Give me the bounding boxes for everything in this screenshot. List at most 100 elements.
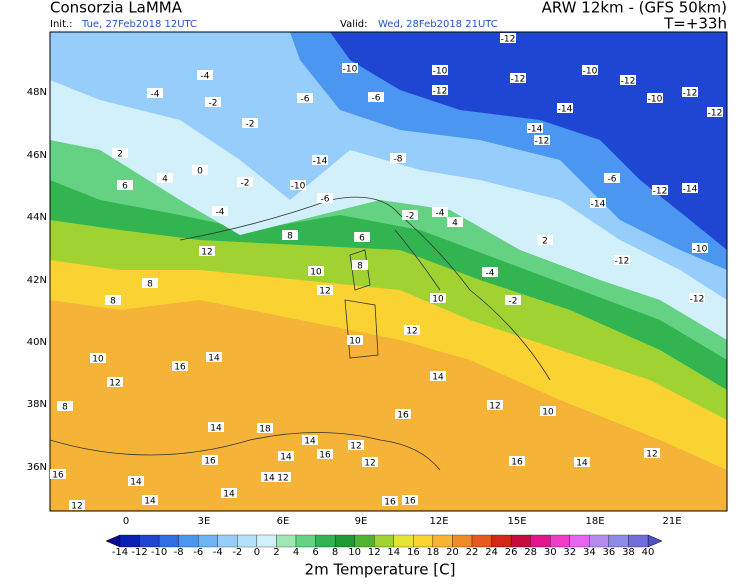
temperature-label: 8 — [147, 280, 153, 290]
temperature-label: 14 — [144, 497, 156, 507]
label-box — [202, 455, 218, 465]
label-box — [205, 97, 221, 107]
label-box — [540, 406, 556, 416]
colorbar-tick-label: -10 — [151, 547, 167, 558]
temperature-label: 12 — [71, 502, 82, 512]
label-box — [500, 33, 516, 43]
temperature-field — [50, 32, 727, 511]
temperature-label: -10 — [693, 245, 708, 255]
temperature-label: 14 — [576, 459, 588, 469]
colorbar-box — [550, 534, 570, 548]
temperature-label: -12 — [433, 87, 448, 97]
label-box — [432, 207, 448, 217]
label-box — [620, 75, 636, 85]
temperature-label: -2 — [509, 297, 518, 307]
temperature-label: 16 — [52, 471, 64, 481]
label-box — [147, 88, 163, 98]
temperature-label: -10 — [343, 65, 358, 75]
colorbar-tick-label: -6 — [193, 547, 203, 558]
label-box — [69, 500, 85, 510]
temperature-label: -10 — [648, 95, 663, 105]
colorbar-tick-label: 8 — [332, 547, 338, 558]
label-box — [275, 472, 291, 482]
label-box — [112, 148, 128, 158]
label-box — [278, 451, 294, 461]
temperature-label: 14 — [208, 354, 220, 364]
temperature-label: 10 — [432, 295, 444, 305]
temperature-label: 0 — [197, 167, 203, 177]
label-box — [317, 193, 333, 203]
temperature-label: 16 — [174, 363, 186, 373]
init-time: Tue, 27Feb2018 12UTC — [81, 19, 197, 30]
colorbar-tick-label: 24 — [485, 547, 498, 558]
temperature-label: -4 — [486, 269, 495, 279]
colorbar-box — [530, 534, 551, 548]
temperature-label: 12 — [350, 442, 361, 452]
lead-time: T=+33h — [663, 15, 727, 33]
colorbar-box — [589, 534, 610, 548]
label-box — [308, 266, 324, 276]
colorbar-box — [608, 534, 629, 548]
label-box — [257, 423, 273, 433]
colorbar-box — [471, 534, 492, 548]
label-box — [290, 180, 306, 190]
label-box — [430, 371, 446, 381]
colorbar-tick-label: 6 — [312, 547, 318, 558]
colorbar-tick-label: 26 — [505, 547, 518, 558]
label-box — [142, 495, 158, 505]
label-box — [206, 352, 222, 362]
temperature-label: 14 — [223, 490, 235, 500]
temperature-label: -12 — [535, 137, 550, 147]
label-box — [117, 180, 133, 190]
map-frame — [49, 31, 728, 512]
lon-label: 6E — [277, 516, 290, 527]
colorbar-tick-label: 2 — [273, 547, 279, 558]
label-box — [430, 293, 446, 303]
temperature-label: 12 — [406, 327, 417, 337]
label-box — [402, 210, 418, 220]
temperature-label: -14 — [683, 185, 698, 195]
colorbar-tick-label: 18 — [427, 547, 440, 558]
label-box — [432, 85, 448, 95]
colorbar-under — [105, 534, 121, 548]
temperature-label: 12 — [109, 379, 120, 389]
temperature-label: 12 — [277, 474, 288, 484]
temperature-label: -12 — [501, 35, 516, 45]
label-box — [128, 476, 144, 486]
colorbar-box — [139, 534, 160, 548]
temperature-label: -4 — [151, 90, 160, 100]
colorbar-tick-label: 40 — [642, 547, 655, 558]
temperature-label: 16 — [511, 458, 523, 468]
temperature-label: 4 — [162, 175, 168, 185]
temperature-label: -14 — [591, 200, 606, 210]
lon-label: 15E — [507, 516, 526, 527]
label-box — [199, 246, 215, 256]
label-box — [390, 153, 406, 163]
colorbar-box — [198, 534, 218, 548]
colorbar-tick-label: 12 — [368, 547, 381, 558]
lat-label: 48N — [27, 87, 47, 98]
lat-label: 38N — [27, 399, 47, 410]
label-box — [487, 400, 503, 410]
colorbar-tick-label: 34 — [583, 547, 596, 558]
temperature-label: 12 — [201, 248, 212, 258]
label-box — [282, 230, 298, 240]
label-box — [505, 295, 521, 305]
temperature-label: -12 — [653, 187, 668, 197]
label-box — [644, 448, 660, 458]
colorbar-tick-label: -12 — [131, 547, 147, 558]
label-box — [682, 183, 698, 193]
colorbar-box — [178, 534, 199, 548]
temperature-label: -10 — [583, 67, 598, 77]
colorbar-box — [217, 534, 238, 548]
colorbar-box — [315, 534, 336, 548]
label-box — [342, 63, 358, 73]
colorbar-tick-label: -14 — [112, 547, 128, 558]
temperature-label: 16 — [397, 411, 409, 421]
temperature-label: -14 — [528, 125, 543, 135]
colorbar-box — [510, 534, 531, 548]
colorbar-tick-label: 32 — [563, 547, 576, 558]
label-box — [157, 173, 173, 183]
label-box — [362, 457, 378, 467]
label-box — [404, 325, 420, 335]
